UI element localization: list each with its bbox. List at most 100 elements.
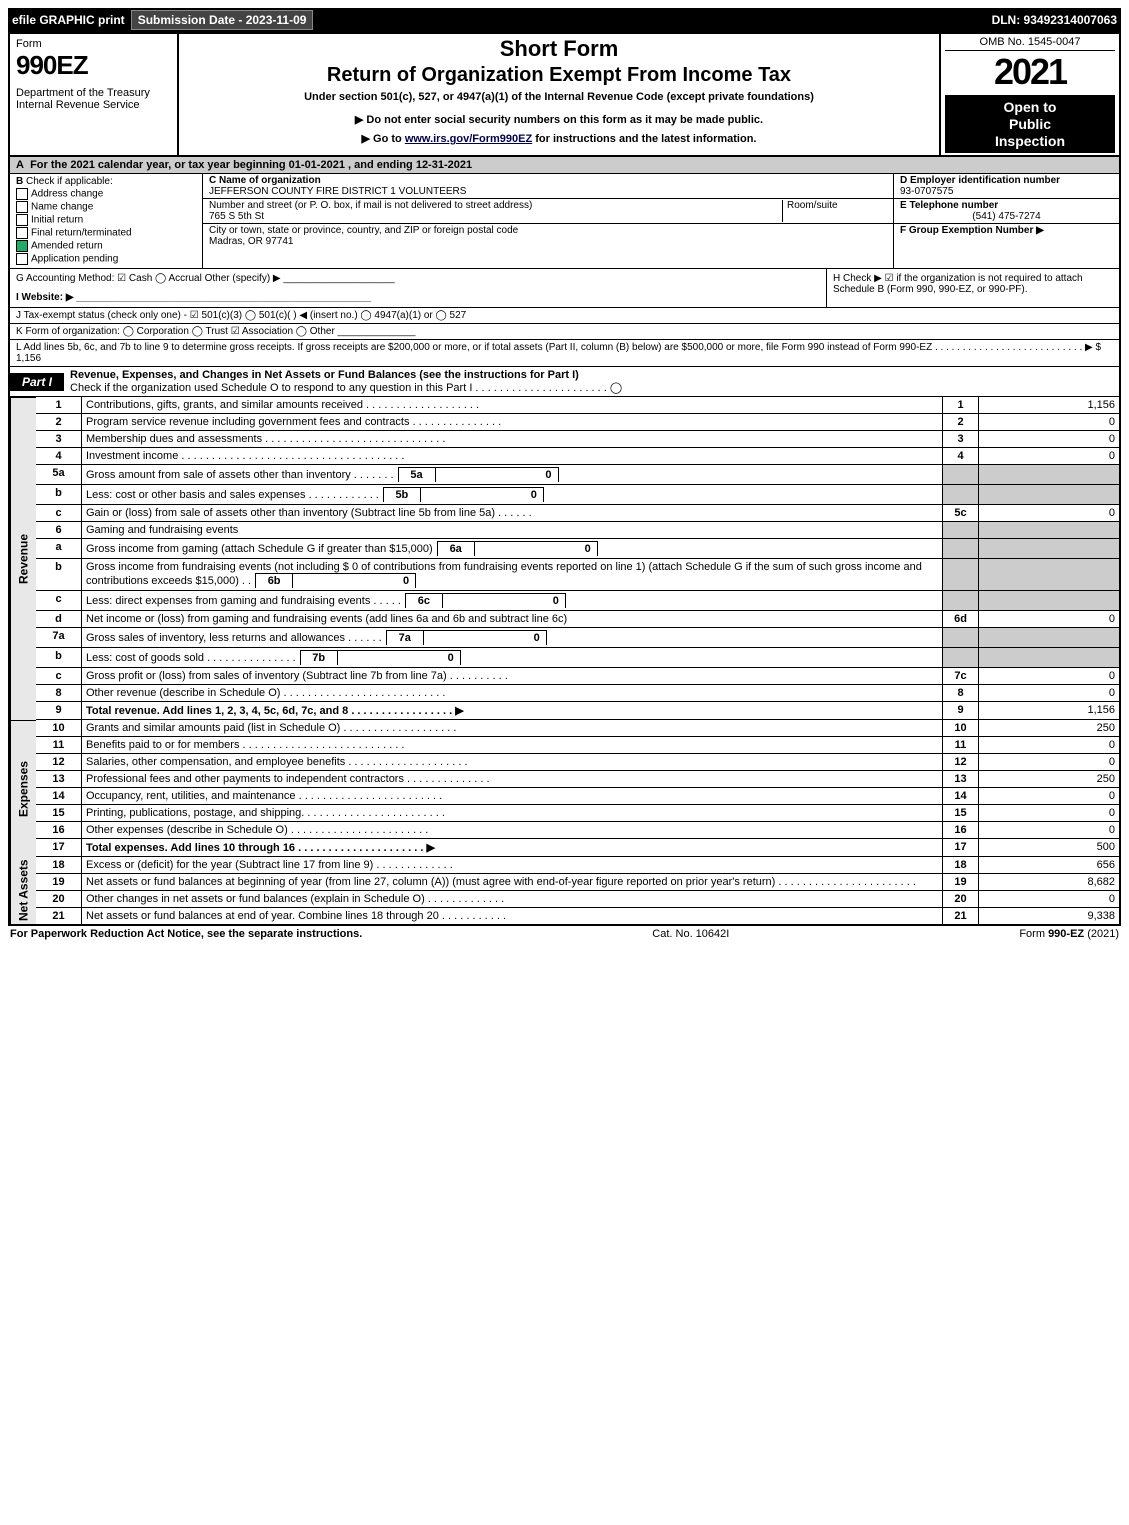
- chk-amended-return[interactable]: Amended return: [16, 240, 196, 252]
- f-label: F Group Exemption Number ▶: [900, 225, 1044, 236]
- footer-left: For Paperwork Reduction Act Notice, see …: [10, 928, 362, 940]
- line-10-rn: 10: [943, 720, 979, 737]
- line-4-text: Investment income . . . . . . . . . . . …: [82, 448, 943, 465]
- line-21-val: 9,338: [979, 908, 1119, 924]
- line-16-val: 0: [979, 822, 1119, 839]
- line-6b-rn: [943, 559, 979, 591]
- form-header: Form 990EZ Department of the Treasury In…: [10, 34, 1119, 157]
- line-6b-val: [979, 559, 1119, 591]
- line-19-rn: 19: [943, 874, 979, 891]
- line-12-rn: 12: [943, 754, 979, 771]
- line-6a-text: Gross income from gaming (attach Schedul…: [82, 539, 943, 559]
- expenses-grid: Expenses 10 Grants and similar amounts p…: [10, 720, 1119, 857]
- line-6b-num: b: [36, 559, 82, 591]
- line-5a-rn: [943, 465, 979, 485]
- line-5b-num: b: [36, 485, 82, 505]
- line-5b-rn: [943, 485, 979, 505]
- line-10-num: 10: [36, 720, 82, 737]
- line-17-num: 17: [36, 839, 82, 857]
- line-18-text: Excess or (deficit) for the year (Subtra…: [82, 857, 943, 874]
- line-9-val: 1,156: [979, 702, 1119, 720]
- line-7b-val: [979, 648, 1119, 668]
- form-title: Return of Organization Exempt From Incom…: [185, 64, 933, 87]
- part-i-header: Part I Revenue, Expenses, and Changes in…: [10, 367, 1119, 397]
- line-6d-text: Net income or (loss) from gaming and fun…: [82, 611, 943, 628]
- netassets-vert-label: Net Assets: [10, 857, 36, 924]
- col-c: C Name of organizationJEFFERSON COUNTY F…: [203, 174, 893, 268]
- line-5a-num: 5a: [36, 465, 82, 485]
- line-2-val: 0: [979, 414, 1119, 431]
- line-13-num: 13: [36, 771, 82, 788]
- line-15-text: Printing, publications, postage, and shi…: [82, 805, 943, 822]
- line-5a-text: Gross amount from sale of assets other t…: [82, 465, 943, 485]
- line-1-num: 1: [36, 397, 82, 414]
- chk-final-return[interactable]: Final return/terminated: [16, 227, 196, 239]
- chk-name-change[interactable]: Name change: [16, 201, 196, 213]
- tax-year: 2021: [945, 51, 1115, 93]
- form-container: Form 990EZ Department of the Treasury In…: [8, 32, 1121, 926]
- line-7b-text: Less: cost of goods sold . . . . . . . .…: [82, 648, 943, 668]
- line-2-rn: 2: [943, 414, 979, 431]
- c-city-label: City or town, state or province, country…: [209, 225, 518, 236]
- ein-value: 93-0707575: [900, 186, 953, 197]
- line-9-rn: 9: [943, 702, 979, 720]
- note2-post: for instructions and the latest informat…: [532, 133, 756, 145]
- chk-application-pending[interactable]: Application pending: [16, 253, 196, 265]
- c-addr-label: Number and street (or P. O. box, if mail…: [209, 200, 532, 211]
- line-4-num: 4: [36, 448, 82, 465]
- ssn-warning: ▶ Do not enter social security numbers o…: [185, 113, 933, 126]
- footer-right: Form 990-EZ (2021): [1019, 928, 1119, 940]
- line-7a-num: 7a: [36, 628, 82, 648]
- col-b: B Check if applicable: Address change Na…: [10, 174, 203, 268]
- line-16-num: 16: [36, 822, 82, 839]
- submission-date-button[interactable]: Submission Date - 2023-11-09: [131, 10, 314, 30]
- k-line: K Form of organization: ◯ Corporation ◯ …: [10, 324, 1119, 340]
- line-13-val: 250: [979, 771, 1119, 788]
- line-14-num: 14: [36, 788, 82, 805]
- line-5a-val: [979, 465, 1119, 485]
- l-value: 1,156: [16, 353, 41, 364]
- line-15-rn: 15: [943, 805, 979, 822]
- line-16-text: Other expenses (describe in Schedule O) …: [82, 822, 943, 839]
- line-3-text: Membership dues and assessments . . . . …: [82, 431, 943, 448]
- chk-address-change[interactable]: Address change: [16, 188, 196, 200]
- line-7a-val: [979, 628, 1119, 648]
- line-9-text: Total revenue. Add lines 1, 2, 3, 4, 5c,…: [82, 702, 943, 720]
- line-20-num: 20: [36, 891, 82, 908]
- line-5b-text: Less: cost or other basis and sales expe…: [82, 485, 943, 505]
- line-5c-text: Gain or (loss) from sale of assets other…: [82, 505, 943, 522]
- line-20-rn: 20: [943, 891, 979, 908]
- line-18-rn: 18: [943, 857, 979, 874]
- line-1-val: 1,156: [979, 397, 1119, 414]
- line-10-text: Grants and similar amounts paid (list in…: [82, 720, 943, 737]
- line-6d-num: d: [36, 611, 82, 628]
- line-6-rn: [943, 522, 979, 539]
- netassets-grid: Net Assets 18 Excess or (deficit) for th…: [10, 857, 1119, 924]
- l-text: L Add lines 5b, 6c, and 7b to line 9 to …: [16, 342, 1101, 353]
- line-7b-num: b: [36, 648, 82, 668]
- line-6d-rn: 6d: [943, 611, 979, 628]
- line-6-num: 6: [36, 522, 82, 539]
- chk-initial-return[interactable]: Initial return: [16, 214, 196, 226]
- irs-link[interactable]: www.irs.gov/Form990EZ: [405, 133, 532, 145]
- c-name-label: C Name of organization: [209, 175, 321, 186]
- line-2-num: 2: [36, 414, 82, 431]
- line-9-num: 9: [36, 702, 82, 720]
- line-8-num: 8: [36, 685, 82, 702]
- row-a: A For the 2021 calendar year, or tax yea…: [10, 157, 1119, 174]
- line-4-val: 0: [979, 448, 1119, 465]
- line-20-val: 0: [979, 891, 1119, 908]
- line-5b-val: [979, 485, 1119, 505]
- line-6a-num: a: [36, 539, 82, 559]
- open-inspection-box: Open to Public Inspection: [945, 95, 1115, 153]
- line-12-text: Salaries, other compensation, and employ…: [82, 754, 943, 771]
- revenue-vert-label: Revenue: [10, 397, 36, 720]
- line-6c-num: c: [36, 591, 82, 611]
- e-label: E Telephone number: [900, 200, 998, 211]
- instructions-line: ▶ Go to www.irs.gov/Form990EZ for instru…: [185, 132, 933, 145]
- org-address: 765 S 5th St: [209, 211, 264, 222]
- line-17-rn: 17: [943, 839, 979, 857]
- part-i-tab: Part I: [10, 373, 64, 391]
- line-5c-rn: 5c: [943, 505, 979, 522]
- line-12-num: 12: [36, 754, 82, 771]
